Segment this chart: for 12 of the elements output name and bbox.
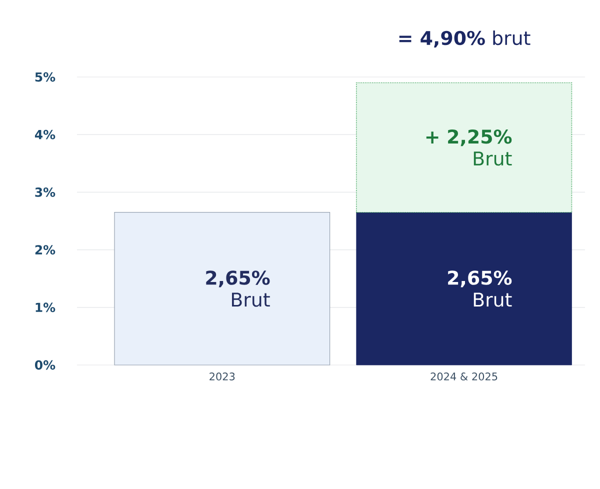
data-label: 2,65% Brut bbox=[206, 270, 270, 307]
y-tick-label: 3% bbox=[35, 187, 56, 197]
total-label: = 4,90% brut bbox=[399, 30, 530, 48]
y-tick-label: 1% bbox=[36, 302, 56, 312]
data-label: 2,65% Brut bbox=[448, 270, 512, 307]
x-tick-label: 2023 bbox=[210, 372, 235, 380]
x-tick-label: 2024 & 2025 bbox=[430, 372, 498, 380]
y-tick-label: 4% bbox=[34, 130, 56, 140]
y-tick-label: 0% bbox=[35, 360, 56, 370]
data-label: + 2,25% Brut bbox=[426, 129, 512, 166]
y-tick-label: 5% bbox=[35, 72, 56, 82]
y-tick-label: 2% bbox=[35, 245, 56, 255]
